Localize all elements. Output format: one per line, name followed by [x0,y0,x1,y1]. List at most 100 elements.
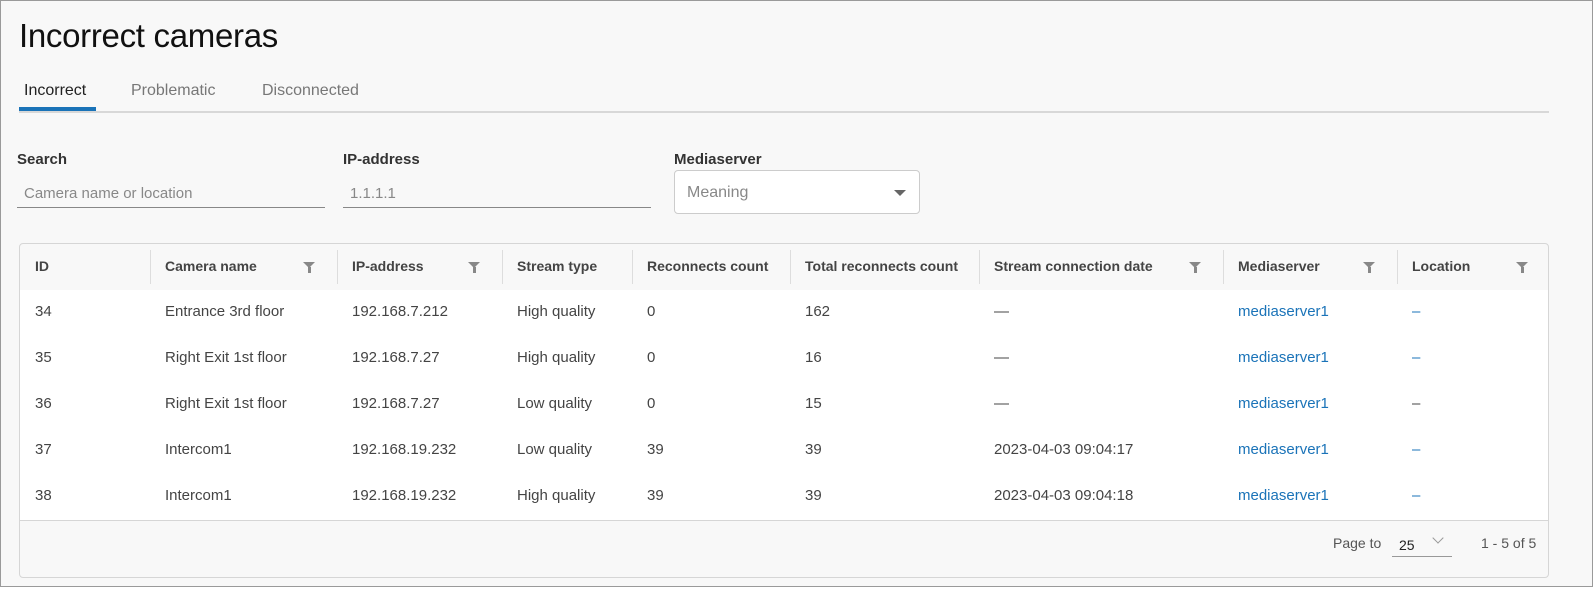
table-footer: Page to 25 1 - 5 of 5 [20,520,1548,577]
cell-id: 37 [35,441,52,458]
cell-total-reconnects-count: 39 [805,487,822,504]
cell-total-reconnects-count: 162 [805,303,831,320]
tab-problematic[interactable]: Problematic [131,82,216,99]
cell-stream-connection-date: — [994,303,1009,320]
cell-id: 36 [35,395,52,412]
ip-address-label: IP-address [343,151,420,168]
cell-reconnects-count: 0 [647,303,656,320]
filter-icon[interactable] [1189,262,1201,273]
table-row[interactable]: 38 Intercom1 192.168.19.232 High quality 39 3… [20,474,1548,521]
column-header-stream-connection-date[interactable]: Stream connection date [979,244,1223,290]
page-size-select[interactable]: 25 [1392,532,1452,557]
cell-camera-name: Entrance 3rd floor [165,303,285,320]
mediaserver-select-value: Meaning [687,184,749,201]
filter-icon[interactable] [303,262,315,273]
cell-stream-type: High quality [517,349,596,366]
column-header-label: Total reconnects count [805,258,958,274]
cell-stream-connection-date: 2023-04-03 09:04:17 [994,441,1134,458]
mediaserver-label: Mediaserver [674,151,762,168]
column-divider [790,250,791,284]
cell-stream-connection-date: 2023-04-03 09:04:18 [994,487,1134,504]
chevron-down-icon [1432,532,1444,544]
column-header-mediaserver[interactable]: Mediaserver [1223,244,1397,290]
cell-reconnects-count: 0 [647,395,656,412]
column-divider [632,250,633,284]
cell-total-reconnects-count: 16 [805,349,822,366]
table-header: ID Camera name IP-address Stream type Reconn… [20,244,1548,291]
cell-stream-type: Low quality [517,395,593,412]
cell-mediaserver[interactable]: mediaserver1 [1238,487,1329,504]
cell-mediaserver[interactable]: mediaserver1 [1238,395,1329,412]
cell-camera-name: Intercom1 [165,441,232,458]
page-range: 1 - 5 of 5 [1481,535,1537,551]
page-size-value: 25 [1399,537,1415,553]
cell-camera-name: Intercom1 [165,487,232,504]
column-header-id[interactable]: ID [20,244,150,290]
column-divider [1223,250,1224,284]
cell-reconnects-count: 0 [647,349,656,366]
cell-location: – [1412,349,1421,366]
cell-location: – [1412,487,1421,504]
cell-mediaserver[interactable]: mediaserver1 [1238,349,1329,366]
filter-icon[interactable] [468,262,480,273]
column-header-location[interactable]: Location [1397,244,1548,290]
cell-location: – [1412,395,1421,412]
column-header-label: Stream type [517,258,598,274]
cell-mediaserver[interactable]: mediaserver1 [1238,441,1329,458]
column-header-total-reconnects-count[interactable]: Total reconnects count [790,244,979,290]
cell-location: – [1412,303,1421,320]
table-row[interactable]: 36 Right Exit 1st floor 192.168.7.27 Low qu… [20,382,1548,429]
tab-bar: Incorrect Problematic Disconnected [19,79,1549,113]
table-row[interactable]: 37 Intercom1 192.168.19.232 Low quality 39 39… [20,428,1548,475]
column-header-label: IP-address [352,258,424,274]
cell-stream-type: High quality [517,487,596,504]
cell-mediaserver[interactable]: mediaserver1 [1238,303,1329,320]
column-header-reconnects-count[interactable]: Reconnects count [632,244,790,290]
table-row[interactable]: 35 Right Exit 1st floor 192.168.7.27 High q… [20,336,1548,383]
column-divider [502,250,503,284]
caret-down-icon [894,190,906,196]
cell-ip-address: 192.168.19.232 [352,441,457,458]
filter-icon[interactable] [1363,262,1375,273]
cell-ip-address: 192.168.19.232 [352,487,457,504]
active-tab-indicator [19,107,96,111]
column-header-stream-type[interactable]: Stream type [502,244,632,290]
search-input[interactable] [17,179,325,208]
filter-icon[interactable] [1516,262,1528,273]
cell-ip-address: 192.168.7.27 [352,349,440,366]
page-title: Incorrect cameras [19,17,278,54]
cameras-table: ID Camera name IP-address Stream type Reconn… [19,243,1549,578]
column-header-label: Mediaserver [1238,258,1320,274]
column-divider [979,250,980,284]
cell-camera-name: Right Exit 1st floor [165,349,287,366]
cell-reconnects-count: 39 [647,441,664,458]
column-divider [337,250,338,284]
cell-id: 35 [35,349,52,366]
cell-total-reconnects-count: 15 [805,395,822,412]
cell-location: – [1412,441,1421,458]
cell-camera-name: Right Exit 1st floor [165,395,287,412]
cell-stream-type: Low quality [517,441,593,458]
cell-ip-address: 192.168.7.212 [352,303,448,320]
column-header-label: Stream connection date [994,258,1153,274]
column-divider [1397,250,1398,284]
search-label: Search [17,151,68,168]
mediaserver-select[interactable]: Meaning [674,170,920,214]
cell-ip-address: 192.168.7.27 [352,395,440,412]
cell-id: 38 [35,487,52,504]
cell-id: 34 [35,303,52,320]
table-row[interactable]: 34 Entrance 3rd floor 192.168.7.212 High qu… [20,290,1548,337]
column-divider [150,250,151,284]
column-header-camera-name[interactable]: Camera name [150,244,337,290]
tab-incorrect[interactable]: Incorrect [24,82,87,99]
ip-address-input[interactable] [343,179,651,208]
cell-stream-connection-date: — [994,395,1009,412]
cell-stream-connection-date: — [994,349,1009,366]
cell-stream-type: High quality [517,303,596,320]
column-header-label: Location [1412,258,1471,274]
column-header-label: Reconnects count [647,258,769,274]
tab-disconnected[interactable]: Disconnected [262,82,359,99]
column-header-ip-address[interactable]: IP-address [337,244,502,290]
page-size-label: Page to [1333,535,1382,551]
